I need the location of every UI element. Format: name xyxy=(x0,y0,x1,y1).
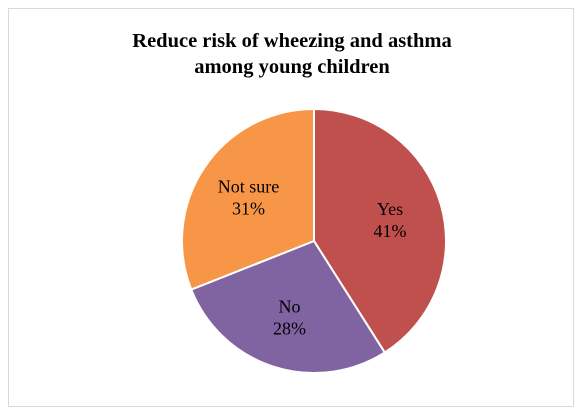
pie-slice-no xyxy=(189,239,387,374)
pie-label-category: Not sure xyxy=(218,176,280,196)
pie-label-no: No 28% xyxy=(273,296,306,338)
pie-label-category: Yes xyxy=(377,199,403,219)
chart-title: Reduce risk of wheezing and asthma among… xyxy=(0,28,584,80)
pie-label-category: No xyxy=(279,296,301,316)
pie-label-percent: 28% xyxy=(273,318,306,338)
pie-slices xyxy=(181,107,447,374)
chart-title-line-1: Reduce risk of wheezing and asthma xyxy=(132,30,452,52)
pie-label-percent: 31% xyxy=(232,198,265,218)
chart-title-line-2: among young children xyxy=(194,56,390,78)
pie-label-percent: 41% xyxy=(374,221,407,241)
pie-label-yes: Yes 41% xyxy=(374,199,407,241)
pie-labels: Yes 41% No 28% Not sure 31% xyxy=(218,176,407,338)
pie-slice-not-sure xyxy=(181,107,315,291)
pie-label-not-sure: Not sure 31% xyxy=(218,176,280,218)
